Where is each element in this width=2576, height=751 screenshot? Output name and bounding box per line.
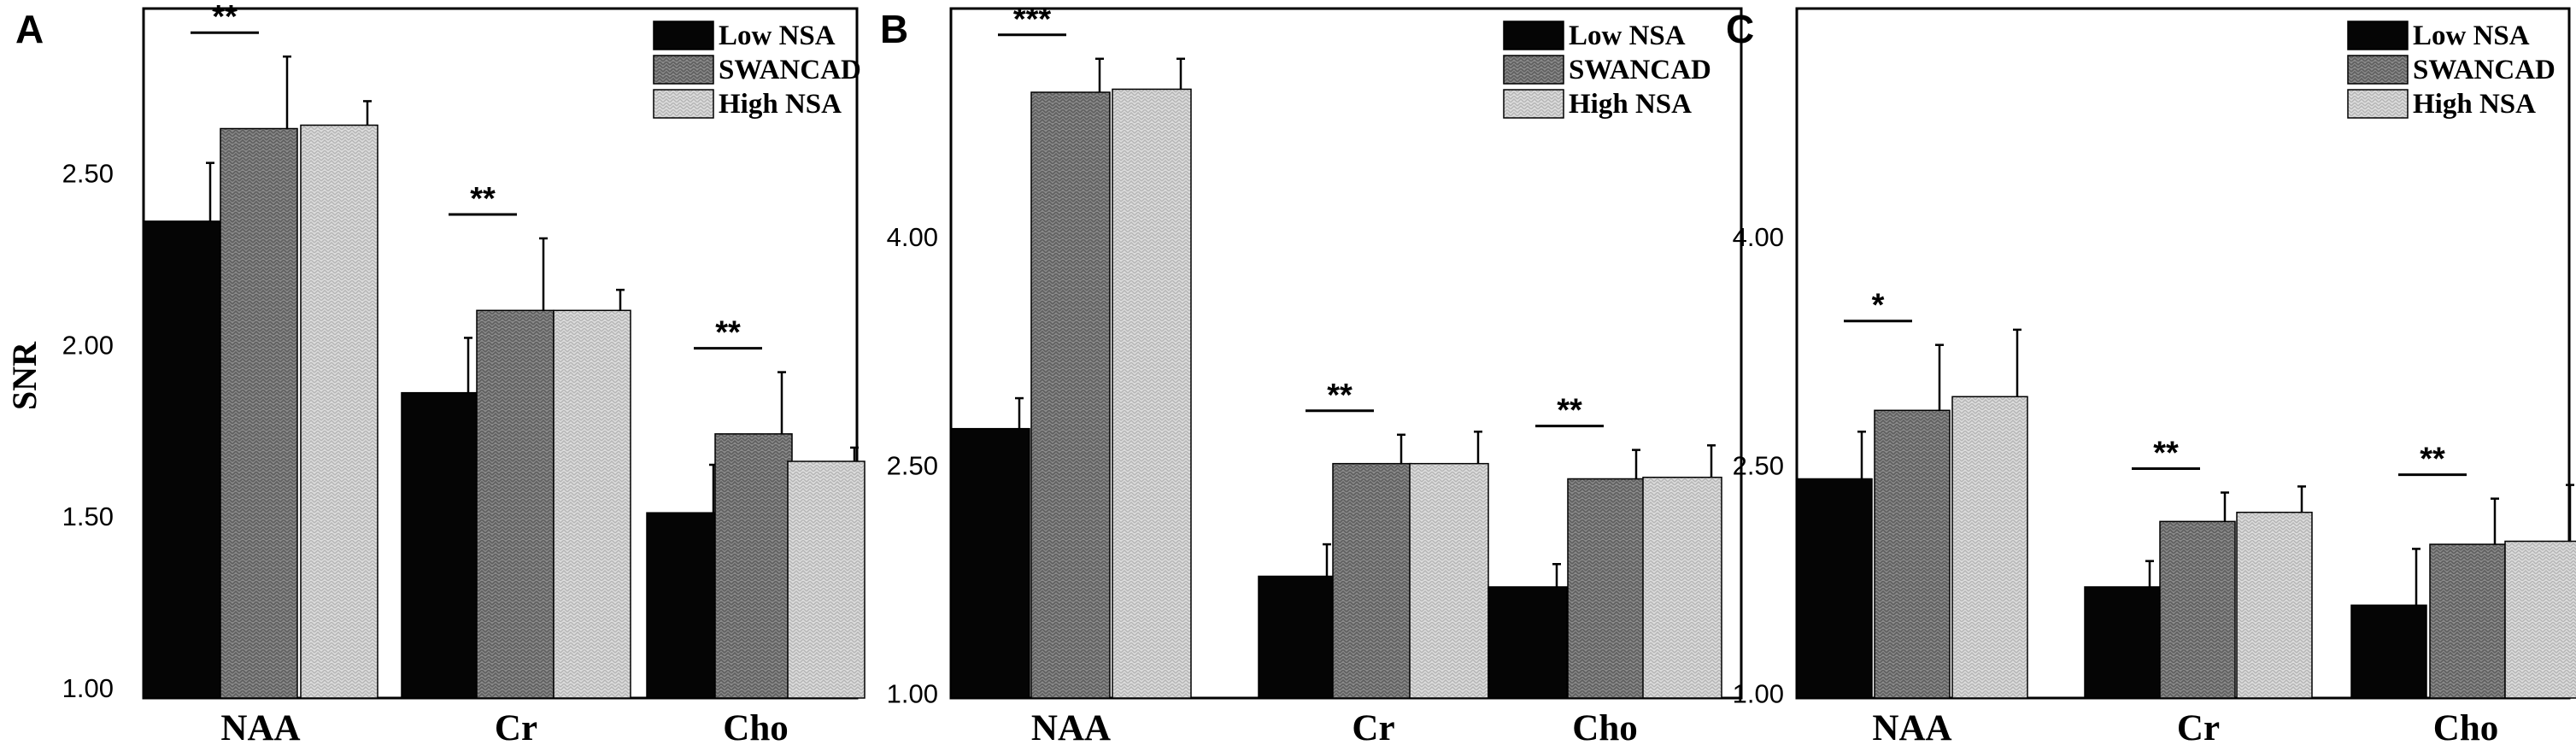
legend-label-low-nsa: Low NSA (719, 21, 836, 51)
category-label-cr: Cr (2177, 708, 2220, 748)
category-label-cr: Cr (1352, 708, 1394, 748)
category-label-cr: Cr (495, 708, 537, 748)
category-label-cho: Cho (1572, 708, 1637, 748)
y-tick-label: 1.00 (62, 673, 114, 703)
category-label-naa: NAA (1872, 708, 1951, 748)
bar-low-nsa-cr (401, 391, 479, 699)
legend: Low NSA SWANCAD High NSA (1503, 21, 1711, 120)
legend-swatch-swancad (1503, 55, 1564, 85)
legend-swatch-low-nsa (1503, 21, 1564, 50)
panel-letter: B (880, 7, 908, 51)
significance-marker: ** (212, 0, 238, 35)
y-tick-label: 4.00 (887, 222, 938, 252)
bar-low-nsa-naa (950, 427, 1030, 699)
bar-low-nsa-naa (1796, 478, 1873, 699)
y-tick-label: 4.00 (1733, 222, 1784, 252)
bar-low-nsa-cho (646, 512, 725, 699)
bar-high-nsa-cho (787, 461, 866, 699)
legend-swatch-swancad (2347, 55, 2409, 85)
significance-marker: ** (715, 315, 741, 351)
panel-b: B 1.00 2.50 4.00 NAA *** Cr ** Cho ** Low NSA SWANC… (880, 2, 1743, 748)
category-label-cho: Cho (723, 708, 788, 748)
significance-marker: ** (470, 181, 496, 217)
bar-swancad-cr (476, 309, 555, 699)
bar-swancad-cho (2429, 543, 2506, 699)
legend-swatch-high-nsa (2347, 89, 2409, 119)
significance-marker: ** (2153, 436, 2179, 472)
bar-swancad-cho (1567, 478, 1647, 699)
legend: Low NSA SWANCAD High NSA (2347, 21, 2555, 120)
category-label-naa: NAA (220, 708, 300, 748)
bar-high-nsa-cho (2504, 540, 2576, 699)
bar-low-nsa-cr (1258, 575, 1338, 699)
category-label-cho: Cho (2433, 708, 2498, 748)
bar-swancad-cr (1332, 462, 1412, 699)
panel-a: A 1.00 1.50 2.00 2.50 SNR NAA ** Cr ** Cho ** Low NS… (5, 0, 866, 748)
legend-label-low-nsa: Low NSA (1569, 21, 1686, 51)
legend-swatch-high-nsa (1503, 89, 1564, 119)
bar-swancad-cho (714, 433, 793, 699)
legend-swatch-low-nsa (653, 21, 714, 50)
y-tick-label: 2.00 (62, 330, 114, 360)
legend-swatch-high-nsa (653, 89, 714, 119)
significance-marker: ** (2420, 442, 2445, 478)
legend-label-swancad: SWANCAD (1569, 55, 1711, 85)
bar-low-nsa-cr (2084, 586, 2161, 699)
bar-swancad-naa (1030, 91, 1111, 699)
y-tick-label: 2.50 (62, 159, 114, 189)
panel-c: C 1.00 2.50 4.00 NAA * Cr ** Cho ** Low NSA SWANCAD… (1726, 7, 2576, 748)
bar-high-nsa-cr (2236, 511, 2313, 699)
y-tick-label: 1.50 (62, 502, 114, 531)
bar-swancad-cr (2159, 520, 2236, 699)
significance-marker: * (1872, 288, 1885, 324)
legend-swatch-low-nsa (2347, 21, 2409, 50)
legend-label-swancad: SWANCAD (2413, 55, 2555, 85)
y-tick-label: 2.50 (887, 450, 938, 480)
legend-swatch-swancad (653, 55, 714, 85)
category-label-naa: NAA (1031, 708, 1111, 748)
significance-marker: *** (1013, 2, 1052, 38)
significance-marker: ** (1557, 393, 1582, 429)
bar-high-nsa-naa (300, 124, 378, 699)
bar-low-nsa-cho (2350, 604, 2427, 699)
bar-swancad-naa (1874, 409, 1951, 699)
legend-label-high-nsa: High NSA (719, 89, 842, 120)
bar-swancad-naa (220, 127, 298, 699)
y-tick-label: 1.00 (1733, 679, 1784, 709)
panel-letter: C (1726, 7, 1754, 51)
legend-label-high-nsa: High NSA (1569, 89, 1692, 120)
y-tick-label: 2.50 (1733, 450, 1784, 480)
legend: Low NSA SWANCAD High NSA (653, 21, 861, 120)
significance-marker: ** (1327, 378, 1353, 414)
panel-letter: A (15, 7, 44, 51)
legend-label-high-nsa: High NSA (2413, 89, 2536, 120)
bar-low-nsa-cho (1488, 586, 1568, 699)
legend-label-swancad: SWANCAD (719, 55, 861, 85)
bar-high-nsa-cho (1642, 476, 1722, 699)
bar-high-nsa-cr (553, 309, 631, 699)
y-tick-label: 1.00 (887, 679, 938, 709)
bar-high-nsa-naa (1112, 88, 1192, 699)
bar-high-nsa-cr (1409, 462, 1489, 699)
bar-high-nsa-naa (1951, 396, 2028, 699)
y-axis-label: SNR (5, 341, 44, 410)
legend-label-low-nsa: Low NSA (2413, 21, 2530, 51)
bar-low-nsa-naa (143, 220, 221, 699)
